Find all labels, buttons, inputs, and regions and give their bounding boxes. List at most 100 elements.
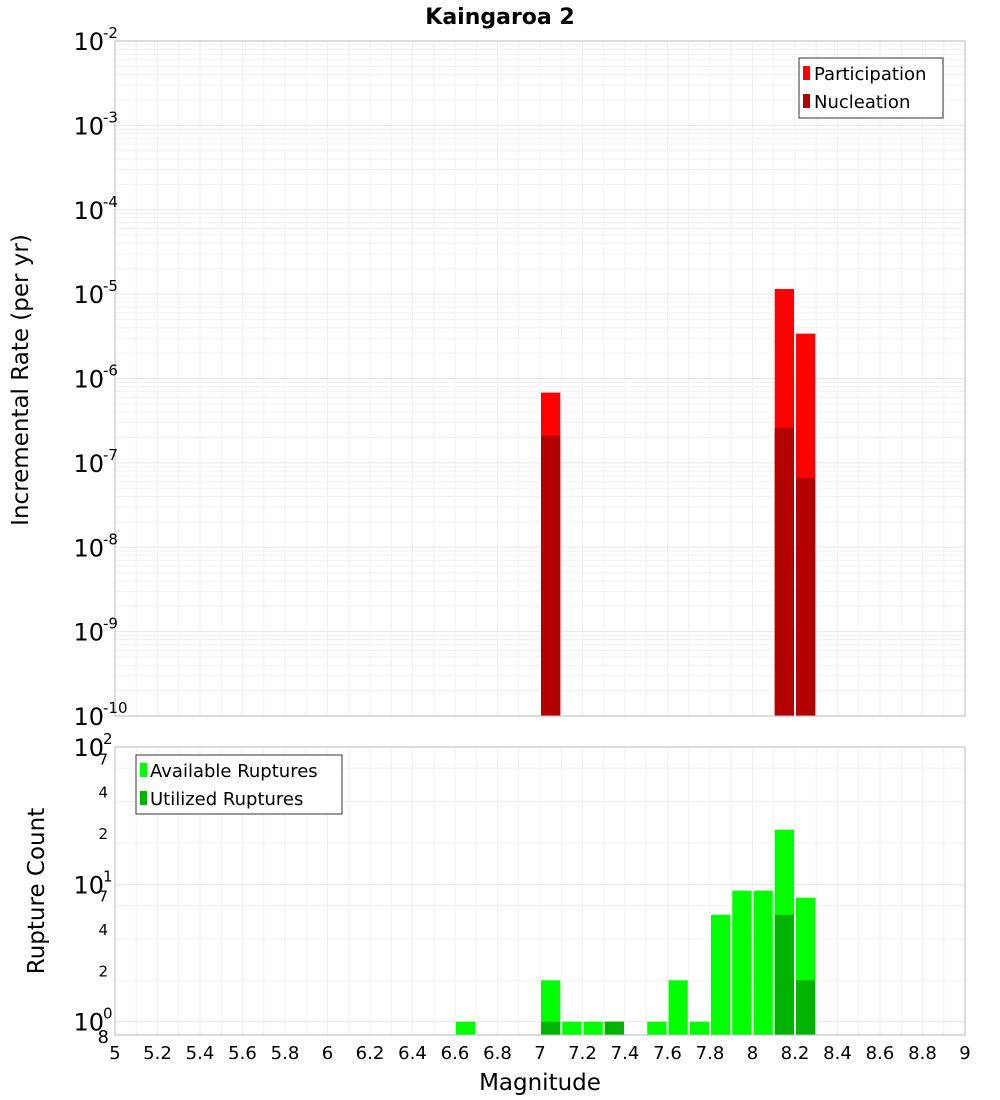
x-tick-label: 7.4 <box>611 1043 640 1064</box>
rate-y-tick-exponent: -10 <box>103 699 128 717</box>
count-y-minor-tick: 2 <box>98 962 108 980</box>
count-y-minor-tick: 8 <box>98 1027 109 1048</box>
x-tick-label: 9 <box>959 1043 970 1064</box>
rate-y-tick-exponent: -9 <box>103 615 118 633</box>
x-tick-label: 5.2 <box>143 1043 172 1064</box>
rate-y-tick-exponent: -8 <box>103 530 118 548</box>
x-tick-label: 7.6 <box>653 1043 682 1064</box>
rate-bars <box>541 289 816 716</box>
rate-y-tick: 10 -7 <box>73 446 118 478</box>
bar-nucleation-8-25 <box>796 478 816 716</box>
bar-utilized-ruptures-8-25 <box>796 980 816 1035</box>
x-tick-label: 7.8 <box>696 1043 725 1064</box>
count-bars <box>456 829 816 1035</box>
x-tick-label: 5.8 <box>271 1043 300 1064</box>
bar-utilized-ruptures-7-05 <box>541 1021 561 1035</box>
rate-y-tick-exponent: -2 <box>103 24 118 42</box>
rate-legend-box <box>798 57 944 119</box>
bar-utilized-ruptures-8-15 <box>774 914 794 1035</box>
rate-y-axis-label: Incremental Rate (per yr) <box>8 234 34 526</box>
legend-label-nucleation: Nucleation <box>814 92 910 113</box>
rate-legend: Participation Nucleation <box>798 57 944 119</box>
x-tick-label: 8.4 <box>823 1043 852 1064</box>
rate-y-tick-exponent: -4 <box>103 193 118 211</box>
bar-available-ruptures-7-15 <box>562 1021 582 1035</box>
x-tick-label: 8.8 <box>908 1043 937 1064</box>
rate-y-tick-base: 10 <box>73 112 104 140</box>
rate-y-tick: 10 -6 <box>73 362 118 394</box>
rate-y-tick-base: 10 <box>73 534 104 562</box>
legend-label-participation: Participation <box>814 64 926 85</box>
rate-y-tick-base: 10 <box>73 366 104 394</box>
count-y-tick-exponent: 2 <box>103 730 113 748</box>
rate-y-tick-exponent: -3 <box>103 108 118 126</box>
count-legend: Available Ruptures Utilized Ruptures <box>135 754 343 815</box>
count-y-minor-tick: 2 <box>98 825 108 843</box>
rate-y-tick: 10 -8 <box>73 530 118 562</box>
count-y-tick-base: 10 <box>73 871 104 899</box>
legend-label-available-ruptures: Available Ruptures <box>150 761 318 782</box>
count-y-tick-exponent: 0 <box>103 1005 113 1023</box>
count-y-minor-tick: 7 <box>98 888 108 906</box>
bar-available-ruptures-7-55 <box>647 1021 667 1035</box>
count-y-minor-tick: 4 <box>98 921 108 939</box>
count-y-tick: 10 1 <box>73 867 112 899</box>
x-tick-label: 6.2 <box>356 1043 385 1064</box>
legend-swatch-participation <box>803 66 810 80</box>
count-y-tick: 10 2 <box>73 730 112 762</box>
bar-utilized-ruptures-7-35 <box>604 1021 624 1035</box>
legend-swatch-nucleation <box>803 94 810 108</box>
count-y-axis-label: Rupture Count <box>24 808 50 974</box>
rate-plot-border <box>114 40 966 717</box>
rate-y-tick-exponent: -6 <box>103 362 118 380</box>
rate-y-tick-base: 10 <box>73 450 104 478</box>
rate-y-tick: 10 -10 <box>73 699 127 731</box>
x-tick-label: 6.6 <box>441 1043 470 1064</box>
count-y-tick-exponent: 1 <box>103 867 113 885</box>
x-tick-label: 5 <box>109 1043 120 1064</box>
legend-swatch-available-ruptures <box>140 763 147 777</box>
x-tick-label: 6.4 <box>398 1043 427 1064</box>
rate-y-tick-exponent: -5 <box>103 277 118 295</box>
count-legend-box <box>135 754 343 815</box>
x-tick-label: 5.6 <box>228 1043 257 1064</box>
rate-y-tick: 10 -4 <box>73 193 118 225</box>
rate-y-tick-base: 10 <box>73 28 104 56</box>
bar-available-ruptures-7-65 <box>668 980 688 1035</box>
rate-panel: 10-210-310-410-510-610-710-810-910-10 In… <box>8 24 966 731</box>
bar-available-ruptures-7-85 <box>711 914 731 1035</box>
rate-y-tick-base: 10 <box>73 281 104 309</box>
legend-label-utilized-ruptures: Utilized Ruptures <box>150 789 303 810</box>
bar-available-ruptures-7-95 <box>732 890 752 1035</box>
x-tick-label: 5.4 <box>186 1043 215 1064</box>
count-y-tick: 10 0 <box>73 1005 112 1037</box>
x-axis-label: Magnitude <box>479 1070 601 1096</box>
bar-nucleation-8-15 <box>774 427 794 716</box>
bar-available-ruptures-6-65 <box>456 1021 476 1035</box>
bar-available-ruptures-7-75 <box>689 1021 709 1035</box>
chart-title: Kaingaroa 2 <box>425 5 574 30</box>
rate-y-tick: 10 -9 <box>73 615 118 647</box>
count-y-tick-base: 10 <box>73 734 104 762</box>
rate-y-tick-base: 10 <box>73 619 104 647</box>
rate-y-tick-base: 10 <box>73 703 104 731</box>
x-tick-label: 6 <box>322 1043 333 1064</box>
bar-nucleation-7-05 <box>541 435 561 716</box>
x-tick-label: 6.8 <box>483 1043 512 1064</box>
rate-y-tick-base: 10 <box>73 197 104 225</box>
rate-gridlines <box>115 40 965 717</box>
bar-available-ruptures-7-05 <box>541 980 561 1035</box>
count-y-tick-base: 10 <box>73 1009 104 1037</box>
rate-y-tick-exponent: -7 <box>103 446 118 464</box>
rate-y-ticks: 10-210-310-410-510-610-710-810-910-10 <box>73 24 127 731</box>
x-tick-label: 7 <box>534 1043 545 1064</box>
count-y-minor-tick: 4 <box>98 784 108 802</box>
x-tick-label: 7.2 <box>568 1043 597 1064</box>
count-y-minor-tick: 7 <box>98 750 108 768</box>
bar-available-ruptures-7-25 <box>583 1021 603 1035</box>
x-tick-label: 8.6 <box>866 1043 895 1064</box>
legend-swatch-utilized-ruptures <box>140 791 147 805</box>
